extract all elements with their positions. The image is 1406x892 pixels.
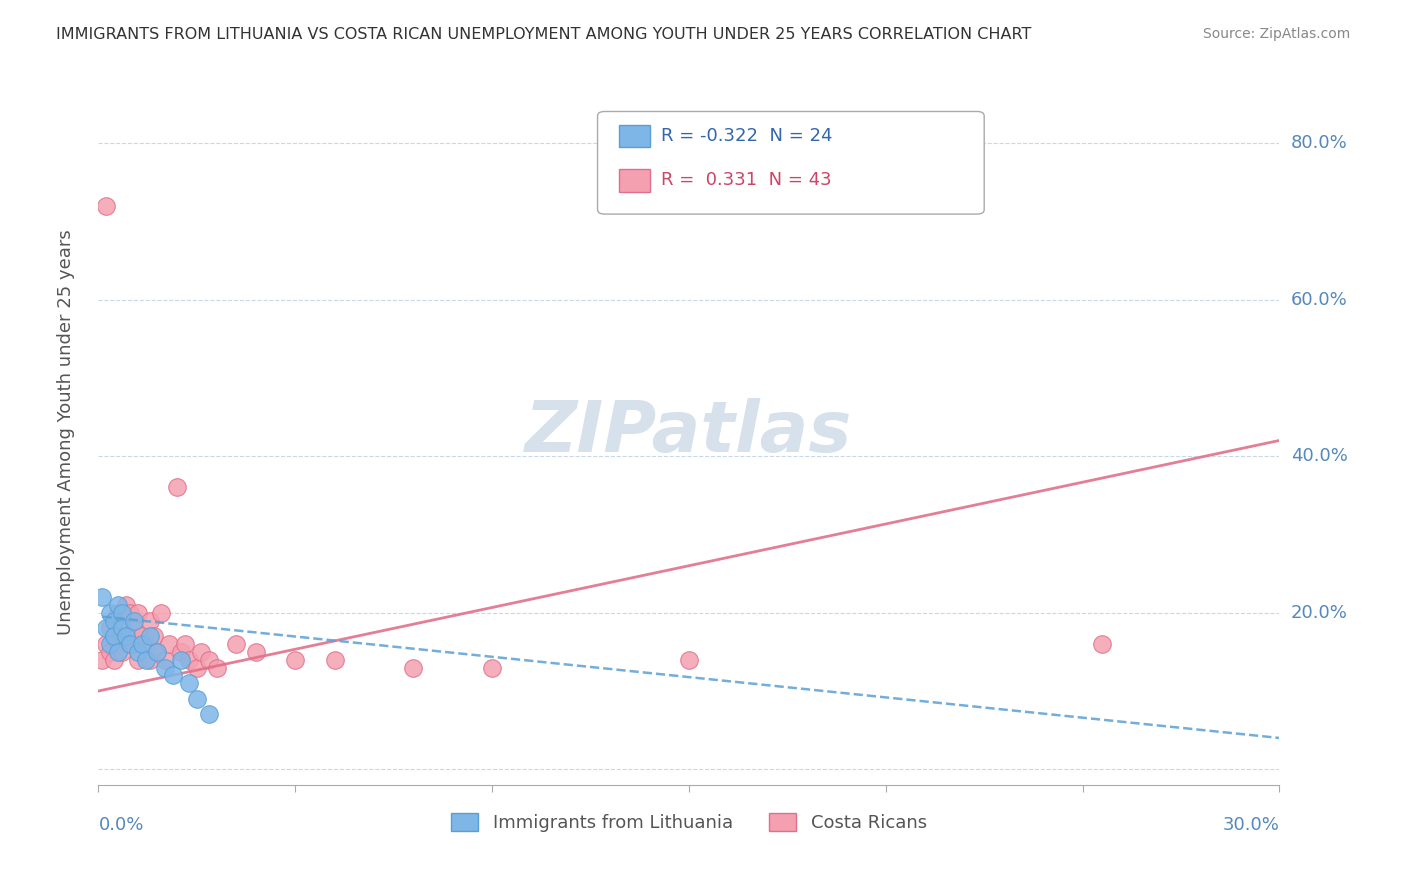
Text: R = -0.322  N = 24: R = -0.322 N = 24 (661, 127, 832, 145)
Point (166, 480, 188, 494)
Point (111, 621, 134, 635)
Point (402, 660, 425, 674)
Point (481, 660, 503, 674)
Point (1091, 637, 1114, 651)
Point (103, 629, 125, 643)
Point (118, 637, 141, 651)
Text: 0.0%: 0.0% (98, 816, 143, 834)
Point (678, 653, 700, 667)
Point (118, 606, 141, 620)
Point (103, 629, 125, 643)
Point (103, 614, 125, 628)
Point (155, 653, 177, 667)
Point (107, 606, 129, 620)
Point (138, 653, 160, 667)
Point (111, 645, 134, 659)
Point (131, 637, 153, 651)
Point (115, 598, 138, 612)
Point (170, 645, 193, 659)
Point (135, 653, 157, 667)
Point (205, 660, 228, 674)
Y-axis label: Unemployment Among Youth under 25 years: Unemployment Among Youth under 25 years (56, 230, 75, 635)
Point (103, 653, 125, 667)
Point (135, 637, 157, 651)
Point (323, 653, 346, 667)
Point (170, 653, 193, 667)
Point (91, 653, 114, 667)
Point (146, 645, 169, 659)
Point (96, 637, 118, 651)
Point (155, 660, 177, 674)
Point (96, 198, 118, 212)
Point (138, 614, 160, 628)
Point (190, 645, 212, 659)
Point (107, 598, 129, 612)
Point (115, 629, 138, 643)
Point (245, 645, 267, 659)
Point (174, 637, 197, 651)
Point (186, 660, 208, 674)
Point (98, 637, 121, 651)
Text: 80.0%: 80.0% (1291, 134, 1347, 152)
Point (115, 629, 138, 643)
Point (197, 653, 219, 667)
Point (111, 614, 134, 628)
Point (107, 637, 129, 651)
Point (127, 653, 149, 667)
Point (98, 606, 121, 620)
Point (138, 629, 160, 643)
Point (162, 668, 184, 682)
Text: 40.0%: 40.0% (1291, 447, 1347, 465)
Point (107, 645, 129, 659)
Point (122, 614, 145, 628)
Legend: Immigrants from Lithuania, Costa Ricans: Immigrants from Lithuania, Costa Ricans (444, 805, 934, 839)
Text: ZIPatlas: ZIPatlas (526, 398, 852, 467)
Text: 30.0%: 30.0% (1223, 816, 1279, 834)
Text: R =  0.331  N = 43: R = 0.331 N = 43 (661, 171, 831, 189)
Point (186, 691, 208, 706)
Point (91, 590, 114, 604)
Point (177, 676, 200, 690)
Point (142, 629, 165, 643)
Point (96, 621, 118, 635)
Point (197, 707, 219, 722)
Point (118, 637, 141, 651)
Point (225, 637, 247, 651)
Text: IMMIGRANTS FROM LITHUANIA VS COSTA RICAN UNEMPLOYMENT AMONG YOUTH UNDER 25 YEARS: IMMIGRANTS FROM LITHUANIA VS COSTA RICAN… (56, 27, 1032, 42)
Point (127, 645, 149, 659)
Point (150, 606, 173, 620)
Point (127, 606, 149, 620)
Text: Source: ZipAtlas.com: Source: ZipAtlas.com (1202, 27, 1350, 41)
Point (146, 645, 169, 659)
Point (177, 653, 200, 667)
Point (284, 653, 307, 667)
Point (122, 621, 145, 635)
Point (98, 621, 121, 635)
Text: 20.0%: 20.0% (1291, 604, 1347, 622)
Point (157, 637, 180, 651)
Point (111, 606, 134, 620)
Text: 60.0%: 60.0% (1291, 291, 1347, 309)
Point (131, 629, 153, 643)
Point (98, 645, 121, 659)
